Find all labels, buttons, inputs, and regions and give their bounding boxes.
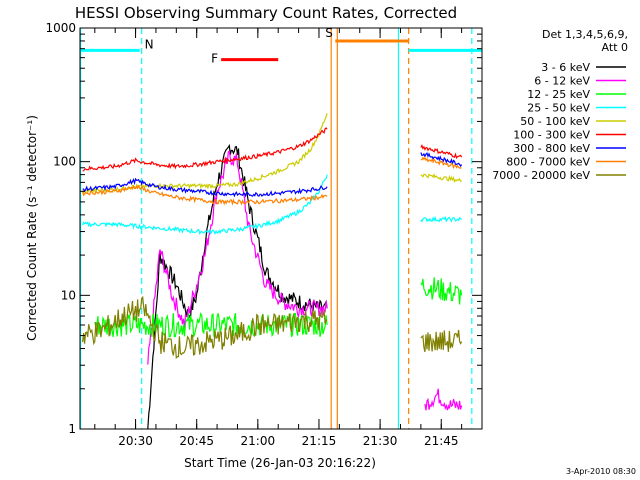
series-line-1-seg-1 bbox=[424, 388, 463, 411]
series-line-4-seg-1 bbox=[420, 173, 462, 184]
x-axis: 20:30 20:45 21:00 21:15 21:30 21:45 bbox=[94, 28, 483, 448]
legend-label-3: 25 - 50 keV bbox=[527, 102, 590, 115]
x-axis-label: Start Time (26-Jan-03 20:16:22) bbox=[184, 456, 376, 470]
series-line-6-seg-0 bbox=[82, 177, 328, 198]
annotations: N F S bbox=[80, 26, 482, 66]
series-line-3-seg-1 bbox=[420, 215, 463, 223]
legend-label-5: 100 - 300 keV bbox=[513, 129, 590, 142]
legend-attenuator-label: Att 0 bbox=[602, 41, 628, 54]
legend-label-0: 3 - 6 keV bbox=[541, 61, 590, 74]
legend-label-2: 12 - 25 keV bbox=[527, 88, 590, 101]
series-line-5-seg-0 bbox=[82, 127, 328, 172]
y-axis: 1 10 100 1000 bbox=[45, 21, 482, 436]
series-line-4-seg-0 bbox=[82, 113, 328, 195]
chart-title: HESSI Observing Summary Count Rates, Cor… bbox=[75, 4, 457, 22]
y-tick-label-1: 1 bbox=[68, 422, 76, 436]
legend-detector-label: Det 1,3,4,5,6,9, bbox=[542, 28, 628, 41]
y-tick-label-10: 10 bbox=[61, 288, 76, 302]
y-axis-label: Corrected Count Rate (s⁻¹ detector⁻¹) bbox=[25, 115, 39, 341]
plot-area: N F S bbox=[79, 26, 482, 430]
vertical-markers bbox=[79, 28, 473, 429]
legend-label-4: 50 - 100 keV bbox=[520, 115, 590, 128]
legend-label-8: 7000 - 20000 keV bbox=[492, 169, 590, 182]
series-line-8-seg-1 bbox=[420, 329, 463, 353]
legend-label-1: 6 - 12 keV bbox=[534, 75, 590, 88]
series-line-0-seg-0 bbox=[147, 143, 328, 430]
legend-label-6: 300 - 800 keV bbox=[513, 142, 590, 155]
plot-frame bbox=[79, 27, 483, 430]
series-line-5-seg-1 bbox=[420, 143, 463, 160]
series-lines bbox=[82, 113, 463, 430]
series-line-3-seg-0 bbox=[82, 174, 328, 235]
series-line-2-seg-1 bbox=[420, 277, 463, 305]
series-line-6-seg-1 bbox=[420, 152, 463, 168]
x-tick-label-21:15: 21:15 bbox=[302, 434, 337, 448]
series-line-1-seg-0 bbox=[147, 150, 328, 365]
annotation-label-S: S bbox=[325, 26, 333, 40]
series-line-7-seg-0 bbox=[82, 184, 328, 206]
y-tick-label-100: 100 bbox=[53, 155, 76, 169]
annotation-label-N: N bbox=[145, 37, 154, 51]
series-line-8-seg-0 bbox=[82, 295, 328, 360]
x-tick-label-20:30: 20:30 bbox=[118, 434, 153, 448]
x-tick-label-20:45: 20:45 bbox=[179, 434, 214, 448]
footer-date: 3-Apr-2010 08:30 bbox=[566, 467, 636, 476]
x-tick-label-21:30: 21:30 bbox=[363, 434, 398, 448]
series-line-7-seg-1 bbox=[420, 156, 462, 170]
x-tick-label-21:45: 21:45 bbox=[424, 434, 459, 448]
legend-label-7: 800 - 7000 keV bbox=[506, 156, 590, 169]
y-tick-label-1000: 1000 bbox=[45, 21, 76, 35]
annotation-label-F: F bbox=[211, 52, 218, 66]
x-tick-label-21:00: 21:00 bbox=[241, 434, 276, 448]
